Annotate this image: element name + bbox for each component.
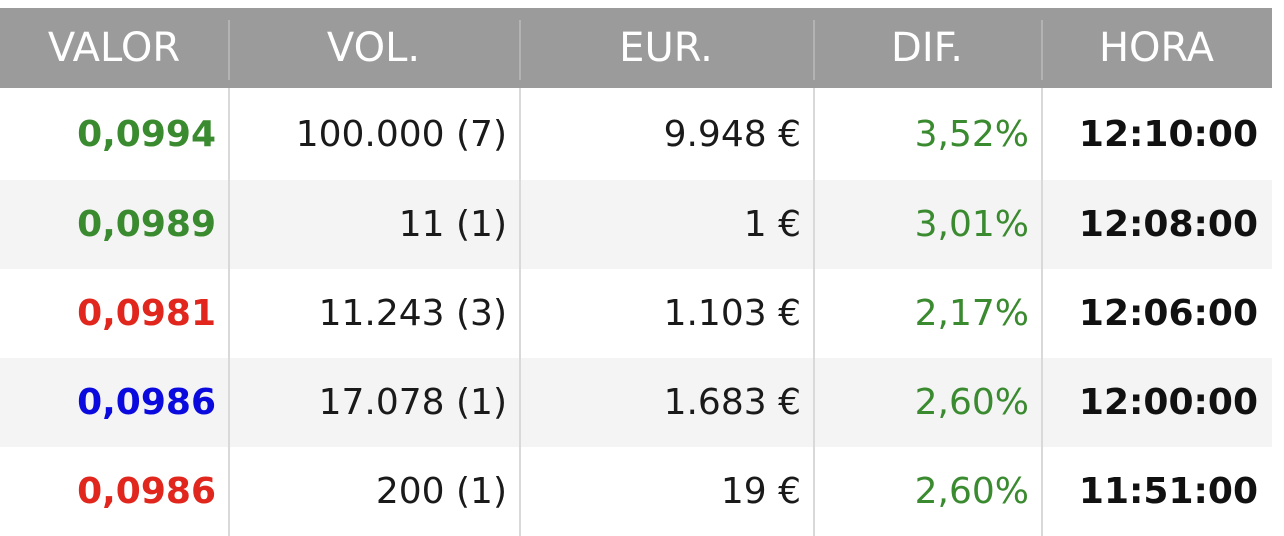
hora-cell: 12:06:00 <box>1041 269 1272 358</box>
header-dif[interactable]: DIF. <box>813 8 1041 88</box>
table-row[interactable]: 0,0994 100.000 (7) 9.948 € 3,52% 12:10:0… <box>0 88 1272 180</box>
valor-cell: 0,0986 <box>77 471 216 512</box>
hora-cell: 11:51:00 <box>1041 447 1272 536</box>
vol-cell: 17.078 (1) <box>228 358 519 447</box>
valor-cell: 0,0986 <box>77 382 216 423</box>
eur-cell: 1.103 € <box>519 269 813 358</box>
dif-cell: 3,01% <box>813 180 1041 269</box>
header-valor[interactable]: VALOR <box>47 25 181 71</box>
table-row[interactable]: 0,0986 200 (1) 19 € 2,60% 11:51:00 <box>0 447 1272 536</box>
vol-cell: 11 (1) <box>228 180 519 269</box>
hora-cell: 12:10:00 <box>1041 88 1272 180</box>
header-eur[interactable]: EUR. <box>519 8 813 88</box>
vol-cell: 200 (1) <box>228 447 519 536</box>
valor-cell: 0,0994 <box>77 113 216 155</box>
valor-cell: 0,0981 <box>77 293 216 334</box>
header-hora[interactable]: HORA <box>1041 8 1272 88</box>
dif-cell: 2,60% <box>813 358 1041 447</box>
eur-cell: 1 € <box>519 180 813 269</box>
dif-cell: 2,17% <box>813 269 1041 358</box>
table-row[interactable]: 0,0989 11 (1) 1 € 3,01% 12:08:00 <box>0 180 1272 269</box>
eur-cell: 19 € <box>519 447 813 536</box>
hora-cell: 12:00:00 <box>1041 358 1272 447</box>
table-row[interactable]: 0,0981 11.243 (3) 1.103 € 2,17% 12:06:00 <box>0 269 1272 358</box>
header-vol[interactable]: VOL. <box>228 8 519 88</box>
dif-cell: 3,52% <box>813 88 1041 180</box>
table-row[interactable]: 0,0986 17.078 (1) 1.683 € 2,60% 12:00:00 <box>0 358 1272 447</box>
eur-cell: 1.683 € <box>519 358 813 447</box>
dif-cell: 2,60% <box>813 447 1041 536</box>
trades-table: VALOR VOL. EUR. DIF. HORA 0,0994 100.000… <box>0 8 1272 536</box>
vol-cell: 100.000 (7) <box>228 88 519 180</box>
table-header: VALOR VOL. EUR. DIF. HORA <box>0 8 1272 88</box>
eur-cell: 9.948 € <box>519 88 813 180</box>
vol-cell: 11.243 (3) <box>228 269 519 358</box>
hora-cell: 12:08:00 <box>1041 180 1272 269</box>
valor-cell: 0,0989 <box>77 204 216 245</box>
